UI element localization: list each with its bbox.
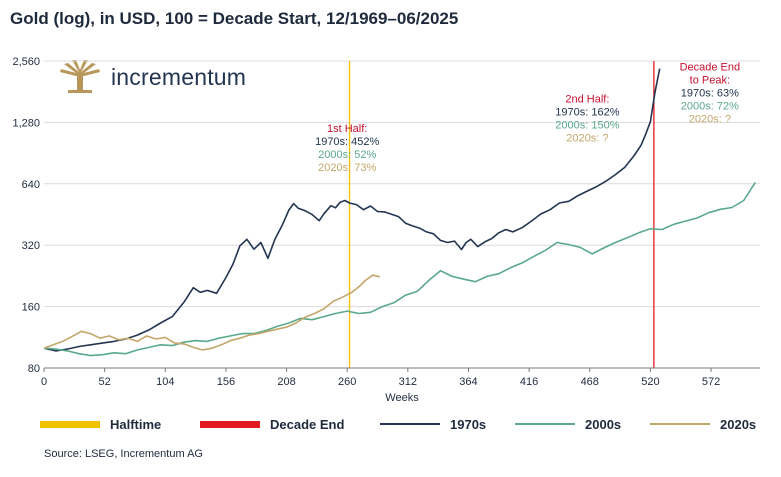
y-tick-label-320: 320 <box>22 240 40 252</box>
legend-item-2020s: 2020s <box>650 414 756 434</box>
brand-logo: incrementum <box>58 60 318 100</box>
chart-legend: Halftime Decade End 1970s 2000s 2020s <box>40 414 780 434</box>
x-tick-label-156: 156 <box>217 376 235 388</box>
legend-swatch-halftime <box>40 420 100 428</box>
annotation-decade-end-to-peak-line-0: Decade End <box>680 61 741 73</box>
axis-layer: 80 160 320 640 1,280 2,560 0 52 104 156 208 260 312 3… <box>12 56 760 404</box>
annotation-first-half-line-1: 1970s: 452% <box>315 136 379 148</box>
x-tick-label-468: 468 <box>581 376 599 388</box>
y-tick-label-2560: 2,560 <box>12 56 40 68</box>
legend-swatch-2000s <box>515 423 575 425</box>
series-line-2020s <box>43 274 380 351</box>
legend-label-halftime: Halftime <box>110 416 162 432</box>
y-tick-label-160: 160 <box>22 302 40 314</box>
annotation-second-half-line-1: 1970s: 162% <box>555 107 619 119</box>
annotation-layer: 1st Half:1970s: 452%2000s: 52%2020s: 73%… <box>315 61 740 173</box>
source-note: Source: LSEG, Incrementum AG <box>44 448 203 460</box>
annotation-decade-end-to-peak-line-2: 1970s: 63% <box>681 87 739 99</box>
vline-layer <box>348 61 655 368</box>
annotation-decade-end-to-peak-line-1: to Peak: <box>690 74 730 86</box>
legend-label-2000s: 2000s <box>585 416 622 432</box>
x-tick-label-312: 312 <box>399 376 417 388</box>
chart-title: Gold (log), in USD, 100 = Decade Start, … <box>10 9 459 28</box>
x-axis-label: Weeks <box>385 392 419 404</box>
x-tick-label-0: 0 <box>41 376 47 388</box>
annotation-second-half-line-2: 2000s: 150% <box>555 120 619 132</box>
series-line-1970s <box>43 68 661 352</box>
annotation-decade-end-to-peak-line-3: 2000s: 72% <box>681 100 739 112</box>
legend-item-halftime: Halftime <box>40 414 161 434</box>
legend-item-2000s: 2000s <box>515 414 621 434</box>
legend-item-1970s: 1970s <box>380 414 486 434</box>
annotation-decade-end-to-peak-line-4: 2020s: ? <box>689 113 731 125</box>
y-tick-label-1280: 1,280 <box>12 117 40 129</box>
annotation-first-half-line-2: 2000s: 52% <box>318 149 376 161</box>
annotation-second-half-line-3: 2020s: ? <box>566 133 608 145</box>
x-tick-label-52: 52 <box>99 376 111 388</box>
x-tick-label-104: 104 <box>156 376 174 388</box>
x-tick-label-260: 260 <box>338 376 356 388</box>
legend-swatch-2020s <box>650 423 710 425</box>
chart-plot: 80 160 320 640 1,280 2,560 0 52 104 156 208 260 312 3… <box>12 56 760 404</box>
annotation-first-half-line-0: 1st Half: <box>327 123 367 135</box>
legend-label-1970s: 1970s <box>450 416 487 432</box>
x-tick-label-364: 364 <box>459 376 477 388</box>
annotation-first-half-line-3: 2020s: 73% <box>318 162 376 174</box>
legend-item-decade-end: Decade End <box>200 414 344 434</box>
x-tick-label-520: 520 <box>641 376 659 388</box>
legend-swatch-decade-end <box>200 420 260 428</box>
annotation-first-half: 1st Half:1970s: 452%2000s: 52%2020s: 73% <box>315 123 379 174</box>
x-tick-label-572: 572 <box>702 376 720 388</box>
legend-label-2020s: 2020s <box>720 416 757 432</box>
legend-label-decade-end: Decade End <box>270 416 345 432</box>
y-tick-label-640: 640 <box>22 179 40 191</box>
series-line-2000s <box>43 181 756 357</box>
x-tick-label-208: 208 <box>277 376 295 388</box>
tree-logo-icon <box>60 60 100 93</box>
series-layer <box>43 68 756 357</box>
legend-swatch-1970s <box>380 423 440 425</box>
grid-layer <box>44 60 760 308</box>
x-tick-label-416: 416 <box>520 376 538 388</box>
brand-name: incrementum <box>111 64 247 90</box>
annotation-second-half-line-0: 2nd Half: <box>565 94 609 106</box>
annotation-second-half: 2nd Half:1970s: 162%2000s: 150%2020s: ? <box>555 94 619 145</box>
y-tick-label-80: 80 <box>28 363 40 375</box>
